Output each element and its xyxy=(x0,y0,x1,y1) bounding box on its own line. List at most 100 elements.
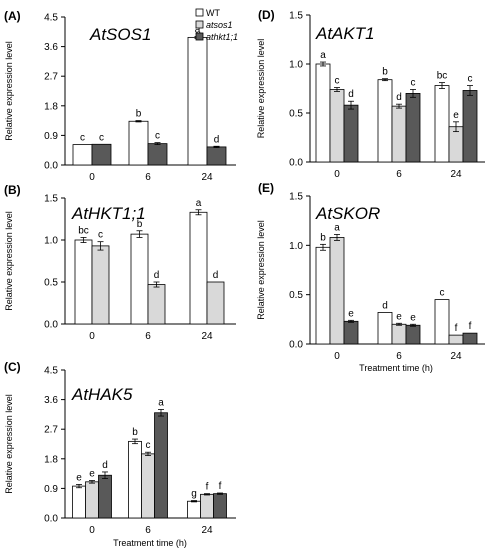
y-tick-label: 4.5 xyxy=(44,366,58,377)
significance-letter: d xyxy=(213,270,219,281)
bar xyxy=(448,334,464,345)
bar xyxy=(85,481,99,519)
bar xyxy=(391,323,407,345)
significance-letter: e xyxy=(410,312,416,323)
significance-letter: e xyxy=(348,308,354,319)
significance-letter: a xyxy=(158,397,164,408)
chart-title: AtSOS1 xyxy=(89,25,151,44)
legend-swatch xyxy=(195,32,204,41)
bar xyxy=(329,237,345,345)
bar xyxy=(130,233,149,325)
bar xyxy=(329,89,345,163)
bar xyxy=(434,299,450,345)
y-tick-label: 1.8 xyxy=(44,101,58,112)
y-tick-label: 1.5 xyxy=(289,11,303,22)
y-tick-label: 0.5 xyxy=(289,290,303,301)
significance-letter: b xyxy=(382,67,388,78)
bar xyxy=(462,90,478,163)
significance-letter: a xyxy=(320,50,326,61)
y-tick-label: 2.7 xyxy=(44,425,58,436)
bar xyxy=(154,412,168,519)
y-tick-label: 0.0 xyxy=(289,340,303,351)
significance-letter: d xyxy=(348,89,354,100)
significance-letter: c xyxy=(80,133,85,144)
x-tick-label: 24 xyxy=(201,525,213,536)
significance-letter: a xyxy=(196,198,202,209)
y-tick-label: 0.0 xyxy=(44,161,58,172)
bar xyxy=(405,93,421,163)
y-axis-title: Relative expression level xyxy=(256,220,266,320)
chart-panel-a: (A) 0.0 0.9 1.8 2.7 3.6 4.5 Relative expression… xyxy=(4,8,238,183)
y-axis-title: Relative expression level xyxy=(4,41,14,141)
y-tick-label: 0.9 xyxy=(44,131,58,142)
chart-panel-d: (D) 0.0 0.5 1.0 1.5 Relative expression level… xyxy=(256,8,485,180)
bar xyxy=(315,63,331,163)
significance-letter: d xyxy=(396,92,402,103)
significance-letter: b xyxy=(137,219,143,230)
y-tick-label: 0.0 xyxy=(44,514,58,525)
x-axis-title: Treatment time (h) xyxy=(113,538,187,548)
x-axis-title: Treatment time (h) xyxy=(359,363,433,373)
x-tick-label: 0 xyxy=(334,169,340,180)
bar xyxy=(462,332,478,345)
y-tick-label: 1.8 xyxy=(44,454,58,465)
bar xyxy=(91,143,112,166)
y-tick-label: 0.5 xyxy=(289,109,303,120)
significance-letter: c xyxy=(146,440,151,451)
significance-letter: c xyxy=(411,77,416,88)
significance-letter: e xyxy=(396,311,402,322)
x-tick-label: 6 xyxy=(145,331,151,342)
x-tick-label: 0 xyxy=(89,331,95,342)
legend-swatch xyxy=(195,20,204,29)
significance-letter: bc xyxy=(437,71,448,82)
bar xyxy=(391,105,407,163)
y-tick-label: 1.5 xyxy=(289,192,303,203)
x-tick-label: 0 xyxy=(89,172,95,183)
chart-panel-b: (B) 0.0 0.5 1.0 1.5 Relative expression level… xyxy=(4,183,236,342)
bar xyxy=(91,245,110,325)
significance-letter: c xyxy=(99,132,104,143)
x-tick-label: 24 xyxy=(450,351,462,362)
y-tick-label: 1.5 xyxy=(44,194,58,205)
significance-letter: c xyxy=(98,230,103,241)
panel-label: (B) xyxy=(4,183,21,197)
chart-panel-e: (E) 0.0 0.5 1.0 1.5 Relative expression level… xyxy=(256,181,485,373)
x-tick-label: 6 xyxy=(396,169,402,180)
bar xyxy=(206,281,225,325)
bar xyxy=(200,493,214,519)
bar xyxy=(189,211,208,325)
legend-swatch xyxy=(195,8,204,17)
bar xyxy=(434,85,450,163)
significance-letter: f xyxy=(206,482,209,493)
bar xyxy=(315,246,331,345)
legend-label: athkt1;1 xyxy=(206,32,238,42)
significance-letter: a xyxy=(195,24,201,35)
y-tick-label: 0.0 xyxy=(289,158,303,169)
bar xyxy=(377,312,393,345)
x-tick-label: 6 xyxy=(145,525,151,536)
significance-letter: c xyxy=(335,76,340,87)
significance-letter: e xyxy=(76,472,82,483)
bar xyxy=(213,493,227,519)
x-tick-label: 6 xyxy=(145,172,151,183)
y-tick-label: 0.9 xyxy=(44,484,58,495)
significance-letter: b xyxy=(132,427,138,438)
y-axis-title: Relative expression level xyxy=(4,394,14,494)
significance-letter: d xyxy=(102,460,108,471)
significance-letter: f xyxy=(455,323,458,334)
y-tick-label: 0.5 xyxy=(44,278,58,289)
x-tick-label: 24 xyxy=(201,331,213,342)
bar xyxy=(343,104,359,163)
chart-title: AtHAK5 xyxy=(71,385,133,404)
bar xyxy=(72,485,86,519)
bar xyxy=(187,500,201,519)
bar xyxy=(74,239,93,325)
significance-letter: a xyxy=(334,222,340,233)
significance-letter: e xyxy=(89,469,95,480)
significance-letter: d xyxy=(154,270,160,281)
bar xyxy=(147,143,168,166)
chart-title: AtSKOR xyxy=(315,204,380,223)
chart-panel-c: (C) 0.0 0.9 1.8 2.7 3.6 4.5 Relative expression… xyxy=(4,360,236,548)
panel-label: (C) xyxy=(4,360,21,374)
